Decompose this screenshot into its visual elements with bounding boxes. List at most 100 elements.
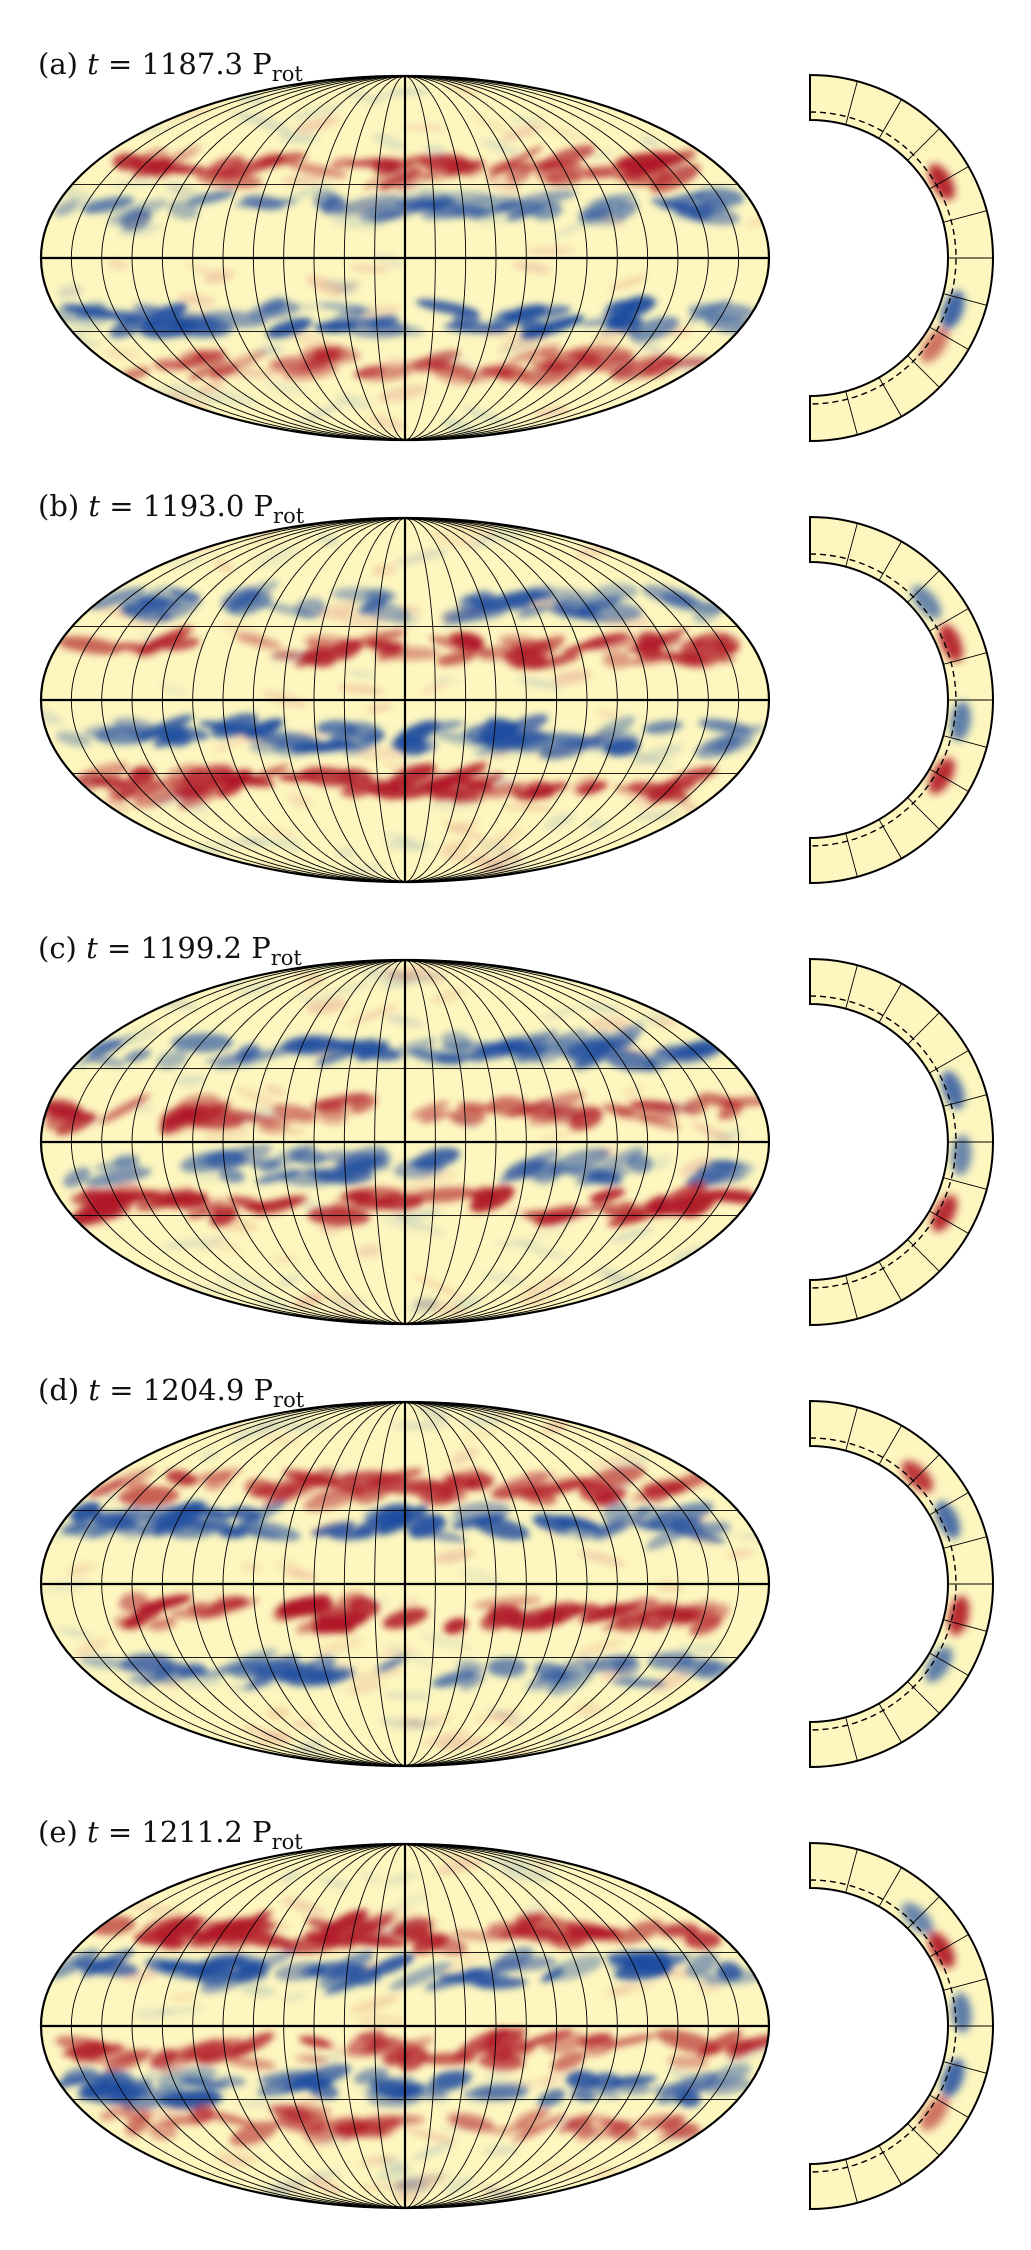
slice-radial-line bbox=[878, 983, 902, 1023]
field-patch bbox=[633, 339, 666, 356]
time-value: = 1187.3 bbox=[99, 47, 252, 81]
field-patch bbox=[481, 139, 520, 156]
field-patch bbox=[464, 1970, 509, 1983]
field-patch bbox=[459, 633, 484, 650]
field-patch bbox=[540, 1278, 575, 1286]
field-patch bbox=[506, 208, 534, 222]
panel-label: (e) t = 1211.2 Prot bbox=[38, 1815, 303, 1854]
field-patch bbox=[112, 153, 143, 171]
field-patch bbox=[120, 596, 170, 616]
field-patch bbox=[513, 1293, 551, 1307]
slice-patch bbox=[925, 1646, 953, 1683]
slice-outline bbox=[809, 515, 994, 885]
field-patch bbox=[92, 776, 131, 789]
slice-radial-line bbox=[943, 1619, 987, 1632]
field-patch bbox=[98, 1094, 151, 1124]
panel-label: (d) t = 1204.9 Prot bbox=[38, 1373, 305, 1412]
field-patch bbox=[520, 362, 580, 386]
field-patch bbox=[625, 628, 689, 653]
field-patch bbox=[421, 2173, 447, 2183]
field-patch bbox=[603, 354, 636, 375]
field-patch bbox=[266, 318, 313, 339]
field-patch bbox=[411, 1101, 450, 1119]
unit-subscript: rot bbox=[271, 946, 303, 970]
field-patch bbox=[88, 1039, 123, 1054]
field-patch bbox=[441, 1031, 472, 1052]
field-patch bbox=[460, 1674, 485, 1690]
slice-patch bbox=[941, 1070, 965, 1110]
graticule bbox=[41, 1843, 769, 2209]
field-patch bbox=[213, 1107, 279, 1125]
field-patch bbox=[416, 720, 465, 732]
field-patch bbox=[209, 390, 257, 405]
field-patch bbox=[533, 1029, 588, 1064]
field-patch bbox=[139, 1594, 192, 1612]
field-patch bbox=[63, 1167, 91, 1188]
field-patch bbox=[311, 1521, 356, 1537]
slice-outline bbox=[809, 1399, 994, 1769]
field-patch bbox=[118, 1486, 180, 1507]
field-patch bbox=[485, 176, 521, 194]
field-patch bbox=[421, 1729, 470, 1746]
field-patch bbox=[512, 2113, 567, 2143]
field-patch bbox=[439, 840, 473, 857]
field-patch bbox=[359, 200, 425, 222]
field-patch bbox=[44, 1579, 91, 1594]
field-patch bbox=[488, 2125, 539, 2135]
field-patch bbox=[527, 1476, 589, 1498]
field-patch bbox=[107, 199, 168, 225]
field-patch bbox=[324, 1150, 390, 1171]
slice-radial-line bbox=[878, 1867, 902, 1907]
field-patch bbox=[54, 199, 80, 217]
field-patch bbox=[209, 364, 238, 378]
field-patch bbox=[257, 2073, 319, 2097]
field-patch bbox=[67, 1207, 122, 1227]
field-patch bbox=[361, 1873, 382, 1884]
field-patch bbox=[444, 2175, 477, 2194]
field-patch bbox=[347, 1966, 382, 1986]
field-patch bbox=[387, 763, 436, 789]
field-patch bbox=[174, 2089, 218, 2106]
field-patch bbox=[70, 1502, 101, 1522]
field-patch bbox=[213, 2150, 261, 2165]
field-patch bbox=[657, 2124, 699, 2141]
field-patch bbox=[295, 2054, 328, 2064]
field-patch bbox=[99, 1492, 122, 1501]
field-patch bbox=[374, 252, 405, 268]
field-patch bbox=[111, 178, 157, 188]
panel-b: (b) t = 1193.0 Prot bbox=[38, 489, 994, 885]
field-patch bbox=[478, 2053, 525, 2071]
field-patch bbox=[648, 1155, 672, 1171]
field-patch bbox=[349, 1004, 399, 1025]
field-patch bbox=[698, 1093, 736, 1108]
field-patch bbox=[479, 214, 515, 226]
field-patch bbox=[412, 350, 460, 370]
field-patch bbox=[727, 2038, 754, 2059]
field-patch bbox=[489, 1472, 551, 1497]
field-patch bbox=[277, 1274, 302, 1288]
field-patch bbox=[88, 1480, 125, 1498]
slice-patch bbox=[920, 327, 949, 363]
field-patch bbox=[365, 782, 414, 795]
field-patch bbox=[358, 2036, 399, 2058]
field-patch bbox=[658, 1923, 700, 1937]
field-patch bbox=[443, 821, 486, 841]
field-patch bbox=[482, 1042, 550, 1055]
field-patch bbox=[718, 1101, 744, 1120]
field-patch bbox=[444, 776, 495, 791]
unit-symbol: P bbox=[252, 1815, 272, 1849]
slice-patch bbox=[931, 1195, 958, 1232]
field-patch bbox=[214, 559, 234, 573]
field-patch bbox=[220, 155, 285, 179]
field-patch bbox=[681, 1192, 716, 1218]
slice-radial-line bbox=[943, 1177, 987, 1190]
field-patch bbox=[502, 803, 555, 812]
field-patch bbox=[485, 2030, 525, 2050]
field-patch bbox=[472, 2082, 530, 2098]
field-patch bbox=[401, 124, 448, 132]
field-patch bbox=[117, 224, 161, 237]
field-patch bbox=[655, 2029, 721, 2055]
field-patch bbox=[638, 1116, 681, 1130]
field-patch bbox=[610, 355, 676, 381]
field-patch bbox=[284, 2104, 332, 2120]
